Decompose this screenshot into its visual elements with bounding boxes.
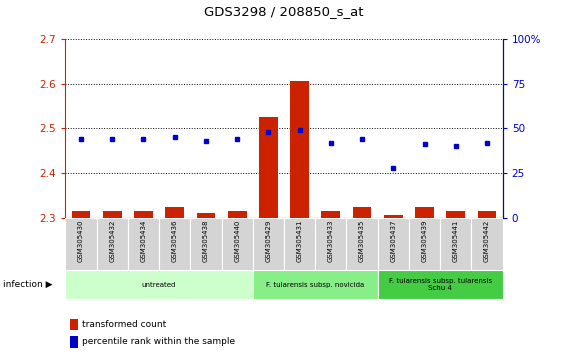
Text: F. tularensis subsp. novicida: F. tularensis subsp. novicida: [266, 282, 364, 287]
Bar: [378, 218, 409, 271]
Bar: [134, 211, 153, 218]
Text: GSM305441: GSM305441: [453, 220, 459, 262]
Text: GSM305433: GSM305433: [328, 220, 334, 262]
Bar: [103, 211, 122, 218]
Text: infection ▶: infection ▶: [3, 280, 52, 289]
Bar: [446, 211, 465, 218]
Text: GSM305438: GSM305438: [203, 220, 209, 262]
Bar: [321, 211, 340, 218]
Bar: [284, 218, 315, 271]
Text: GDS3298 / 208850_s_at: GDS3298 / 208850_s_at: [204, 5, 364, 18]
Text: GSM305437: GSM305437: [390, 220, 396, 262]
Bar: [409, 218, 440, 271]
Text: GSM305430: GSM305430: [78, 220, 84, 262]
Bar: [165, 206, 184, 218]
Bar: [471, 218, 503, 271]
Text: GSM305434: GSM305434: [140, 220, 147, 262]
Bar: [478, 211, 496, 218]
Bar: [97, 218, 128, 271]
Text: GSM305429: GSM305429: [265, 220, 272, 262]
Text: F. tularensis subsp. tularensis
Schu 4: F. tularensis subsp. tularensis Schu 4: [389, 278, 492, 291]
Bar: [65, 270, 253, 299]
Text: untreated: untreated: [142, 282, 176, 287]
Bar: [346, 218, 378, 271]
Text: GSM305435: GSM305435: [359, 220, 365, 262]
Bar: [197, 213, 215, 218]
Bar: [384, 216, 403, 218]
Text: GSM305431: GSM305431: [296, 220, 303, 262]
Bar: [228, 211, 247, 218]
Bar: [65, 218, 97, 271]
Bar: [259, 117, 278, 218]
Bar: [159, 218, 190, 271]
Text: GSM305440: GSM305440: [234, 220, 240, 262]
Bar: [128, 218, 159, 271]
Text: GSM305439: GSM305439: [421, 220, 428, 262]
Bar: [253, 218, 284, 271]
Text: GSM305442: GSM305442: [484, 220, 490, 262]
Bar: [440, 218, 471, 271]
Bar: [70, 336, 78, 348]
Bar: [72, 211, 90, 218]
Bar: [222, 218, 253, 271]
Text: percentile rank within the sample: percentile rank within the sample: [82, 337, 235, 347]
Text: GSM305436: GSM305436: [172, 220, 178, 262]
Text: GSM305432: GSM305432: [109, 220, 115, 262]
Bar: [190, 218, 222, 271]
Bar: [315, 218, 346, 271]
Text: transformed count: transformed count: [82, 320, 166, 329]
Bar: [70, 319, 78, 330]
Bar: [353, 206, 371, 218]
Bar: [253, 270, 378, 299]
Bar: [415, 206, 434, 218]
Bar: [290, 81, 309, 218]
Bar: [378, 270, 503, 299]
